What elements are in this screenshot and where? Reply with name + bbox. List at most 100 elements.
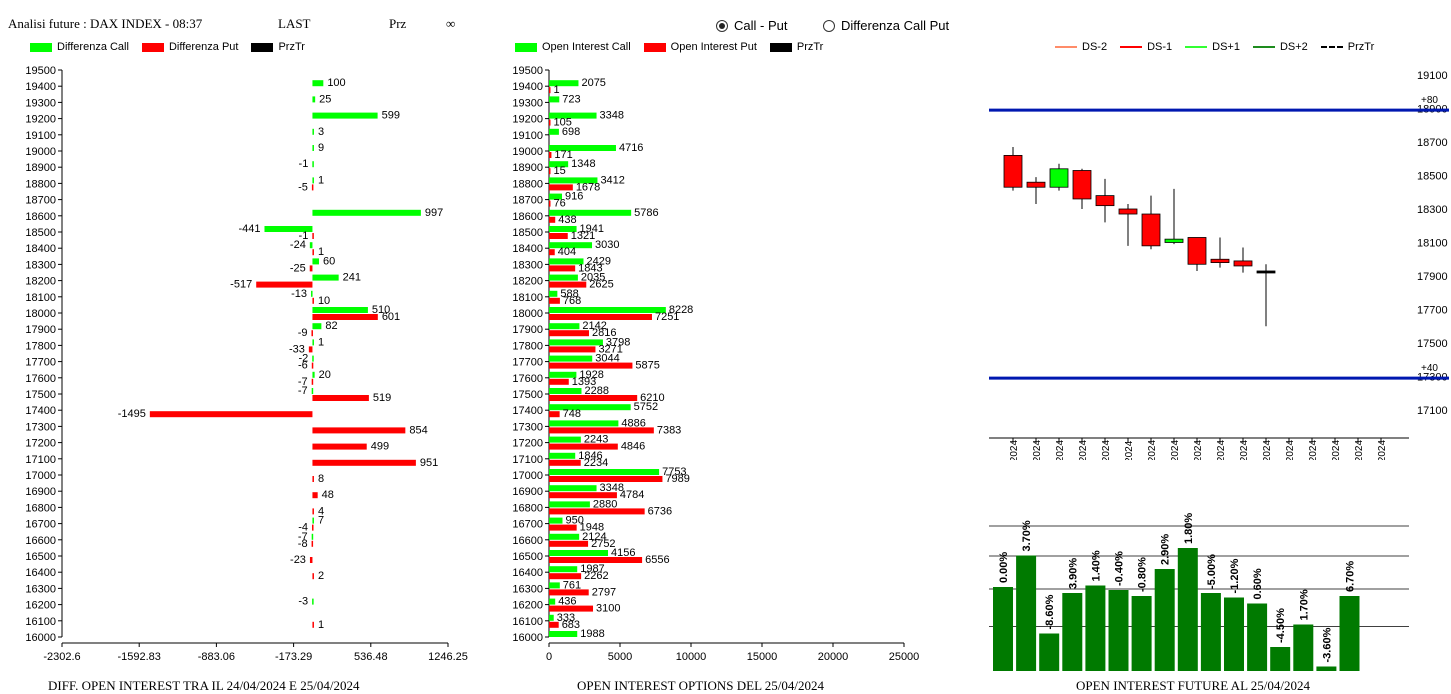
- bar-value-label: 4156: [611, 547, 635, 559]
- pct-label: 0.60%: [1252, 568, 1264, 599]
- bar-value-label: 20: [319, 369, 331, 381]
- legend-swatch-oi-put: [643, 42, 666, 52]
- put-diff-bar: [311, 378, 314, 385]
- strike-label: 19000: [25, 146, 56, 158]
- bar-value-label: 241: [343, 272, 361, 284]
- oi-options-chart: 1950019400193001920019100190001890018800…: [512, 65, 919, 660]
- put-diff-bar: [309, 557, 313, 563]
- date-label: 16/04/2024: [1193, 440, 1204, 460]
- put-oi-bar: [549, 621, 559, 628]
- put-oi-bar: [549, 443, 618, 450]
- bar-value-label: 3798: [606, 336, 630, 348]
- chart3-legend: DS-2 DS-1 DS+1 DS+2 PrzTr: [1055, 41, 1374, 53]
- legend-oi-call: Open Interest Call: [542, 41, 631, 53]
- put-oi-bar: [549, 200, 551, 207]
- bar-value-label: 1988: [580, 628, 604, 640]
- prz-label: Prz: [389, 16, 407, 31]
- bar-value-label: 82: [325, 320, 337, 332]
- call-oi-bar: [549, 436, 581, 443]
- bar-value-label: 519: [373, 392, 391, 404]
- strike-label: 18900: [25, 162, 56, 174]
- bar-value-label: 2752: [591, 538, 615, 550]
- bar-value-label: 1941: [580, 223, 604, 235]
- call-oi-bar: [549, 193, 563, 200]
- bar-value-label: 4846: [621, 441, 645, 453]
- put-diff-bar: [312, 314, 378, 320]
- bar-value-label: 2262: [584, 570, 608, 582]
- pct-label: -5.00%: [1206, 554, 1218, 589]
- call-diff-bar: [312, 355, 314, 362]
- call-oi-bar: [549, 145, 616, 151]
- bar-value-label: 510: [372, 304, 390, 316]
- bar-value-label: -441: [238, 223, 260, 235]
- put-oi-bar: [549, 168, 551, 175]
- x-tick-label: 10000: [676, 651, 707, 660]
- strike-label: 16700: [512, 519, 543, 531]
- put-oi-bar: [549, 233, 568, 239]
- bar-value-label: 599: [382, 110, 400, 122]
- bar-value-label: 48: [322, 489, 334, 501]
- date-label: 11/04/2024: [1124, 440, 1135, 460]
- bar-value-label: 2625: [589, 279, 613, 291]
- pct-label: 2.90%: [1160, 534, 1172, 565]
- call-diff-bar: [311, 388, 314, 394]
- call-oi-bar: [549, 404, 631, 411]
- strike-label: 17300: [25, 421, 56, 433]
- call-oi-bar: [549, 452, 576, 459]
- candle-body: [1026, 181, 1046, 188]
- legend-swatch-prz: [251, 42, 274, 52]
- put-oi-bar: [549, 330, 589, 337]
- bar-value-label: 3348: [600, 482, 624, 494]
- bar-value-label: 1843: [578, 262, 602, 274]
- call-diff-bar: [312, 112, 378, 119]
- strike-label: 17500: [25, 389, 56, 401]
- call-oi-bar: [549, 96, 560, 103]
- date-label: 22/04/2024: [1285, 440, 1296, 460]
- strike-label: 16500: [25, 551, 56, 563]
- bar-value-label: 1678: [576, 181, 600, 193]
- put-diff-bar: [312, 395, 369, 401]
- strike-label: 17500: [512, 389, 543, 401]
- call-put-radio[interactable]: Call - Put: [716, 18, 787, 33]
- bar-value-label: 2288: [584, 385, 608, 397]
- bar-value-label: 588: [560, 288, 578, 300]
- strike-label: 17300: [512, 421, 543, 433]
- strike-label: 19400: [25, 81, 56, 93]
- radio-unselected-icon[interactable]: [823, 19, 835, 32]
- price-tick-label: 18500: [1417, 171, 1448, 183]
- bar-value-label: 601: [382, 311, 400, 323]
- bar-value-label: 3: [318, 126, 324, 138]
- put-oi-bar: [549, 297, 560, 304]
- pct-bar: [1177, 548, 1198, 671]
- bar-value-label: -6: [298, 360, 308, 372]
- put-oi-bar: [549, 540, 589, 547]
- strike-label: 16100: [25, 616, 56, 628]
- strike-label: 18300: [512, 259, 543, 271]
- strike-label: 16600: [512, 535, 543, 547]
- price-tick-label: 17900: [1417, 271, 1448, 283]
- strike-label: 17200: [25, 438, 56, 450]
- price-tick-label: 17500: [1417, 338, 1448, 350]
- x-tick-label: -2302.6: [43, 651, 80, 660]
- bar-value-label: -9: [298, 327, 308, 339]
- bar-value-label: -23: [290, 554, 306, 566]
- strike-label: 19100: [512, 130, 543, 142]
- put-diff-bar: [312, 621, 314, 628]
- call-oi-bar: [549, 501, 590, 508]
- strike-label: 18400: [25, 243, 56, 255]
- bar-value-label: 4716: [619, 142, 643, 154]
- bar-value-label: 723: [562, 93, 580, 105]
- candle-body: [1256, 270, 1276, 274]
- bar-value-label: -33: [289, 343, 305, 355]
- strike-label: 19200: [25, 114, 56, 126]
- radio-selected-icon[interactable]: [716, 19, 728, 32]
- bar-value-label: 7383: [657, 424, 681, 436]
- put-diff-bar: [311, 330, 313, 337]
- strike-label: 16200: [25, 600, 56, 612]
- date-label: 10/04/2024: [1101, 440, 1112, 460]
- call-oi-bar: [549, 469, 660, 475]
- price-tick-label: 18700: [1417, 137, 1448, 149]
- strike-label: 16800: [512, 502, 543, 514]
- pct-label: 1.70%: [1298, 589, 1310, 620]
- diff-call-put-radio[interactable]: Differenza Call Put: [823, 18, 949, 33]
